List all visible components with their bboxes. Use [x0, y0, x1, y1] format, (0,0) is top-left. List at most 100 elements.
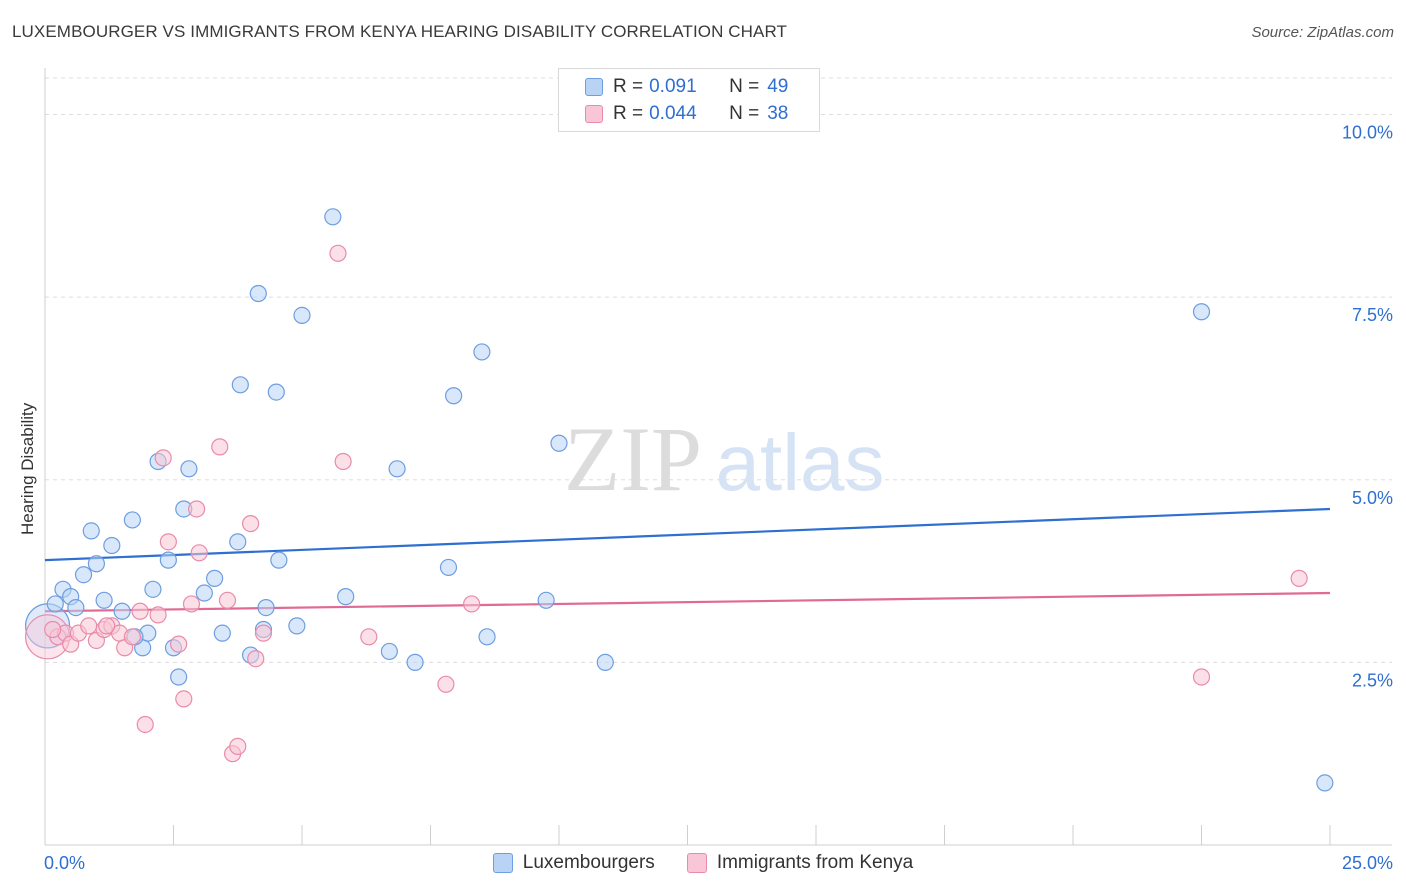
point-kenya	[360, 628, 378, 646]
point-luxembourger	[46, 595, 64, 613]
x-tick-label-max: 25.0%	[1342, 853, 1393, 873]
legend-swatch-pink	[585, 105, 603, 123]
point-kenya	[211, 438, 229, 456]
y-axis-label: Hearing Disability	[18, 402, 37, 535]
legend-n-value: 38	[767, 103, 789, 124]
trend-line-kenya	[44, 591, 1331, 613]
point-kenya	[229, 737, 247, 755]
point-luxembourger	[337, 588, 355, 606]
series-swatch-blue	[492, 853, 513, 873]
point-kenya	[123, 628, 141, 646]
legend-row-kenya: R = 0.044 N = 38	[585, 102, 788, 126]
point-luxembourger	[439, 558, 458, 577]
point-kenya	[334, 452, 352, 471]
point-luxembourger	[1192, 303, 1211, 321]
correlation-legend: R = 0.091 N = 49 R = 0.044 N = 38	[558, 68, 820, 132]
point-kenya	[149, 606, 167, 624]
point-kenya	[98, 617, 116, 635]
legend-r-value: 0.091	[649, 76, 697, 97]
legend-n-label: N =	[729, 76, 760, 97]
point-kenya	[182, 595, 201, 613]
series-legend-luxembourgers[interactable]: Luxembourgers	[492, 852, 655, 874]
point-kenya	[329, 244, 347, 262]
x-tick-label-min: 0.0%	[44, 853, 85, 873]
point-luxembourger	[445, 387, 463, 405]
point-luxembourger	[159, 551, 177, 569]
point-luxembourger	[103, 536, 121, 555]
point-luxembourger	[537, 591, 555, 609]
point-kenya	[190, 544, 208, 562]
point-luxembourger	[406, 653, 424, 671]
point-luxembourger	[195, 584, 213, 602]
point-luxembourger	[180, 460, 198, 478]
data-points	[24, 208, 1334, 792]
series-legend-kenya[interactable]: Immigrants from Kenya	[686, 852, 914, 874]
y-tick-label: 2.5%	[1352, 670, 1393, 690]
series-legend-label: Luxembourgers	[522, 852, 655, 873]
gridlines	[45, 77, 1392, 663]
point-luxembourger	[380, 642, 398, 661]
legend-r-label: R =	[613, 103, 644, 124]
point-luxembourger	[388, 460, 406, 478]
point-luxembourger	[293, 306, 311, 325]
point-kenya	[159, 533, 177, 551]
watermark-zip: ZIP	[564, 408, 702, 510]
legend-n-label: N =	[729, 103, 760, 124]
point-luxembourger	[213, 624, 231, 642]
chart-title: LUXEMBOURGER VS IMMIGRANTS FROM KENYA HE…	[12, 22, 788, 41]
trend-line-luxembourger	[44, 507, 1331, 562]
point-luxembourger	[87, 555, 106, 573]
series-swatch-pink	[686, 853, 707, 873]
point-luxembourger	[249, 284, 267, 303]
series-legend: Luxembourgers Immigrants from Kenya	[0, 852, 1406, 874]
point-kenya	[154, 449, 172, 467]
point-luxembourger	[596, 653, 614, 671]
point-luxembourger	[1316, 774, 1334, 792]
y-tick-label: 5.0%	[1352, 488, 1393, 508]
point-luxembourger	[144, 580, 162, 598]
point-luxembourger	[113, 602, 131, 620]
axes	[44, 68, 1392, 846]
y-tick-label: 10.0%	[1342, 123, 1393, 143]
point-kenya	[1290, 569, 1308, 587]
point-luxembourger	[170, 668, 188, 686]
point-kenya	[131, 602, 149, 620]
point-luxembourger	[270, 551, 288, 569]
legend-n-value: 49	[767, 76, 789, 97]
legend-row-luxembourgers: R = 0.091 N = 49	[585, 75, 788, 99]
point-kenya	[170, 635, 188, 653]
point-luxembourger	[550, 434, 568, 452]
tick-labels: 2.5% 5.0% 7.5% 10.0% 0.0% 25.0%	[44, 123, 1393, 873]
legend-swatch-blue	[585, 78, 603, 96]
y-tick-label: 7.5%	[1352, 305, 1393, 325]
point-kenya	[242, 514, 260, 533]
point-luxembourger	[257, 598, 275, 617]
point-kenya	[463, 595, 481, 613]
point-kenya	[188, 500, 206, 518]
legend-r-label: R =	[613, 76, 644, 97]
point-luxembourger	[324, 208, 342, 226]
source-label: Source: ZipAtlas.com	[1251, 24, 1394, 41]
point-kenya	[437, 675, 455, 693]
point-kenya	[254, 624, 273, 642]
point-luxembourger	[82, 522, 100, 540]
point-luxembourger	[95, 591, 113, 609]
trend-lines	[44, 507, 1331, 613]
point-kenya	[136, 715, 154, 734]
point-luxembourger	[74, 566, 93, 584]
series-legend-label: Immigrants from Kenya	[716, 852, 914, 873]
watermark-atlas: atlas	[716, 418, 885, 507]
point-luxembourger	[267, 383, 285, 401]
point-luxembourger	[231, 376, 249, 394]
point-kenya	[247, 650, 265, 668]
point-kenya	[80, 617, 98, 635]
point-luxembourger	[206, 569, 224, 587]
point-luxembourger	[478, 628, 496, 646]
point-luxembourger	[123, 511, 141, 529]
point-luxembourger	[67, 598, 85, 617]
legend-r-value: 0.044	[649, 103, 697, 124]
point-luxembourger	[229, 533, 247, 551]
watermark: ZIP atlas	[564, 408, 884, 510]
point-kenya	[175, 690, 193, 708]
